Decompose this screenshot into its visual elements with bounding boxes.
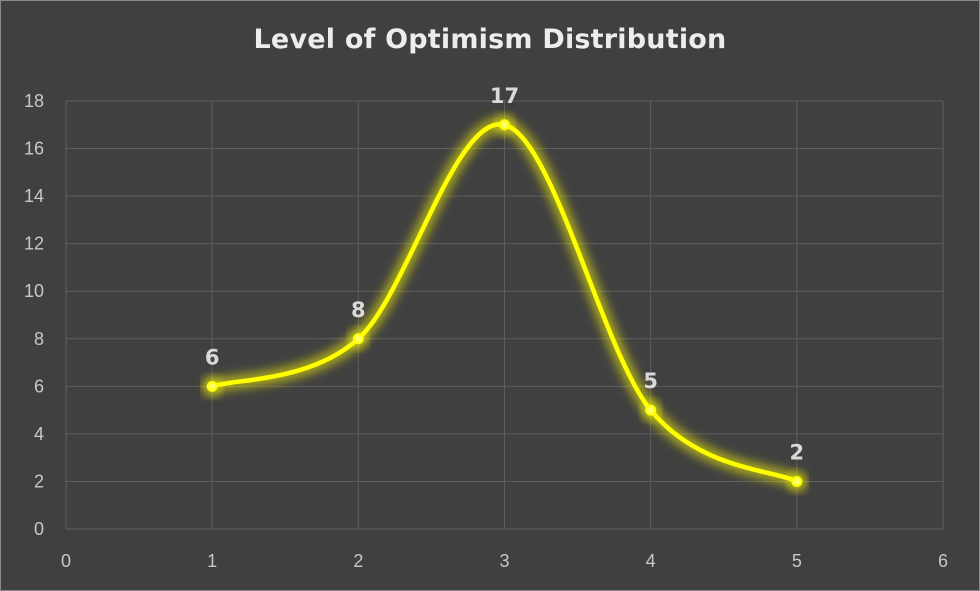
data-point (791, 475, 803, 487)
chart-title: Level of Optimism Distribution (253, 24, 727, 55)
data-point (206, 380, 218, 392)
y-tick-label: 10 (24, 281, 44, 301)
data-label: 2 (790, 440, 805, 464)
y-tick-label: 0 (34, 519, 44, 539)
data-point (645, 404, 657, 416)
data-label: 8 (351, 298, 366, 322)
y-tick-label: 2 (34, 471, 44, 491)
x-tick-label: 3 (499, 551, 509, 571)
y-tick-label: 4 (34, 424, 44, 444)
x-tick-label: 6 (938, 551, 948, 571)
data-point (499, 119, 510, 131)
y-tick-label: 18 (24, 91, 44, 111)
y-tick-label: 8 (34, 329, 44, 349)
data-label: 5 (643, 369, 658, 393)
data-label: 17 (490, 84, 519, 108)
y-tick-label: 14 (24, 186, 44, 206)
data-label: 6 (205, 345, 220, 369)
x-tick-label: 0 (61, 551, 71, 571)
y-tick-label: 12 (24, 234, 44, 254)
x-tick-label: 4 (646, 551, 656, 571)
data-point (352, 333, 364, 345)
x-tick-label: 2 (353, 551, 363, 571)
y-tick-label: 16 (24, 139, 44, 159)
x-tick-label: 5 (792, 551, 802, 571)
y-tick-label: 6 (34, 376, 44, 396)
x-tick-label: 1 (207, 551, 217, 571)
